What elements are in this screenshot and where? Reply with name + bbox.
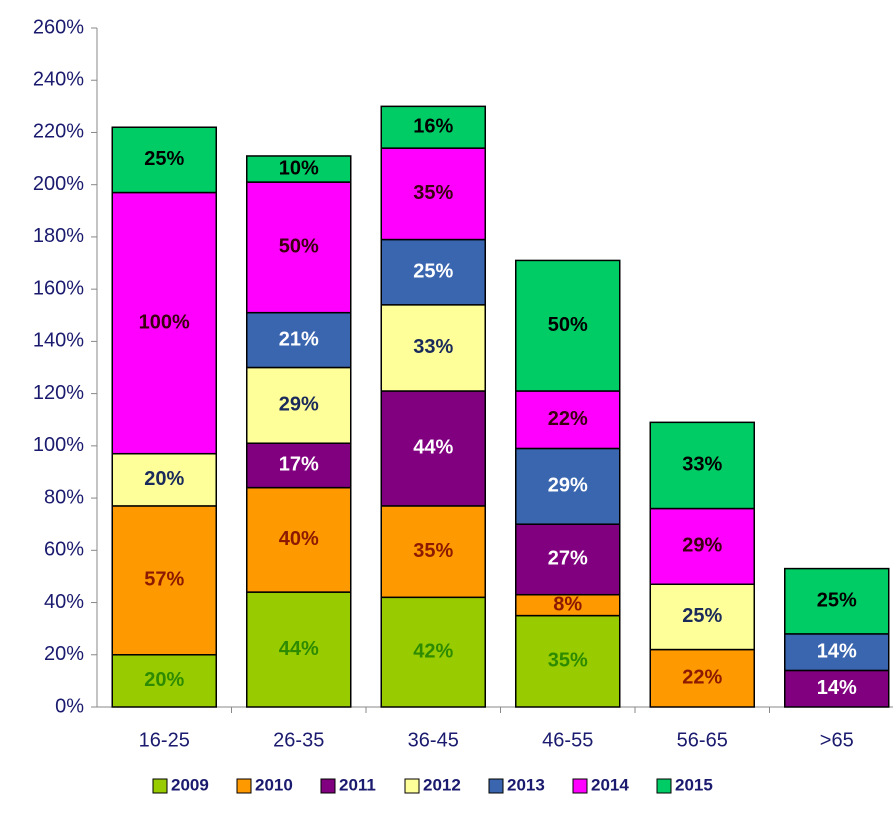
y-tick-label: 120% [33, 382, 84, 404]
bar-segment [246, 155, 352, 183]
data-label: 29% [682, 535, 722, 557]
bar-segment [515, 259, 621, 392]
y-tick-label: 100% [33, 434, 84, 456]
legend-swatch [236, 778, 252, 794]
legend-swatch [152, 778, 168, 794]
bar-segment [515, 390, 621, 450]
data-label: 10% [279, 157, 319, 179]
y-tick-label: 40% [44, 591, 84, 613]
legend-swatch [572, 778, 588, 794]
bar-segment [380, 147, 486, 241]
data-label: 22% [548, 408, 588, 430]
x-tick-label: 46-55 [542, 729, 593, 751]
legend-label: 2012 [423, 775, 461, 794]
x-tick-label: >65 [820, 729, 854, 751]
data-label: 35% [413, 182, 453, 204]
legend-swatch [656, 778, 672, 794]
legend-swatch [488, 778, 504, 794]
bar-segment [111, 654, 217, 708]
y-tick-label: 20% [44, 643, 84, 665]
bar-segment [246, 486, 352, 593]
y-tick-label: 220% [33, 121, 84, 143]
bar-segment [515, 614, 621, 708]
bar-segment [649, 648, 755, 708]
data-label: 33% [682, 454, 722, 476]
data-label: 20% [144, 468, 184, 490]
data-label: 14% [817, 640, 857, 662]
bar-segment [784, 633, 890, 672]
legend-swatch [404, 778, 420, 794]
data-label: 25% [682, 605, 722, 627]
data-label: 27% [548, 548, 588, 570]
legend-swatch [320, 778, 336, 794]
data-label: 16% [413, 116, 453, 138]
data-label: 50% [548, 314, 588, 336]
bar-segment [246, 591, 352, 708]
data-label: 33% [413, 336, 453, 358]
data-label: 25% [144, 148, 184, 170]
bar-segment [380, 105, 486, 149]
y-tick-label: 240% [33, 69, 84, 91]
x-tick-label: 56-65 [677, 729, 728, 751]
bar-segment [380, 238, 486, 306]
data-label: 42% [413, 640, 453, 662]
bar-segment [784, 669, 890, 708]
y-tick-label: 80% [44, 486, 84, 508]
legend-label: 2013 [507, 775, 545, 794]
data-label: 25% [413, 260, 453, 282]
y-tick-label: 160% [33, 277, 84, 299]
bar-segment [784, 567, 890, 635]
legend-label: 2011 [339, 775, 376, 794]
bar-segment [111, 452, 217, 507]
data-label: 40% [279, 528, 319, 550]
bar-segment [649, 583, 755, 651]
data-label: 57% [144, 569, 184, 591]
bar-segment [649, 421, 755, 510]
y-tick-label: 200% [33, 173, 84, 195]
data-label: 35% [548, 650, 588, 672]
y-tick-label: 60% [44, 539, 84, 561]
bar-segment [246, 366, 352, 444]
legend-label: 2010 [255, 775, 293, 794]
data-label: 44% [413, 437, 453, 459]
y-tick-label: 260% [33, 16, 84, 38]
y-tick-label: 180% [33, 225, 84, 247]
data-label: 22% [682, 667, 722, 689]
bar-segment [246, 181, 352, 314]
x-tick-label: 26-35 [273, 729, 324, 751]
data-label: 25% [817, 590, 857, 612]
bar-segment [380, 304, 486, 392]
x-tick-label: 16-25 [139, 729, 190, 751]
bar-segment [246, 311, 352, 369]
data-label: 17% [279, 454, 319, 476]
data-label: 29% [279, 394, 319, 416]
bar-segment [380, 505, 486, 599]
bar-segment [111, 505, 217, 656]
legend-label: 2009 [171, 775, 209, 794]
x-tick-label: 36-45 [408, 729, 459, 751]
y-tick-label: 0% [55, 695, 84, 717]
data-label: 21% [279, 328, 319, 350]
bar-segment [111, 191, 217, 455]
data-label: 14% [817, 677, 857, 699]
data-label: 100% [139, 311, 190, 333]
data-label: 50% [279, 236, 319, 258]
bar-segment [515, 447, 621, 525]
data-label: 8% [553, 593, 582, 615]
bar-segment [380, 596, 486, 708]
y-tick-label: 140% [33, 330, 84, 352]
data-label: 35% [413, 540, 453, 562]
data-label: 44% [279, 638, 319, 660]
data-label: 29% [548, 475, 588, 497]
data-label: 20% [144, 669, 184, 691]
bar-segment [111, 126, 217, 194]
legend-label: 2015 [675, 775, 713, 794]
legend-label: 2014 [591, 775, 629, 794]
